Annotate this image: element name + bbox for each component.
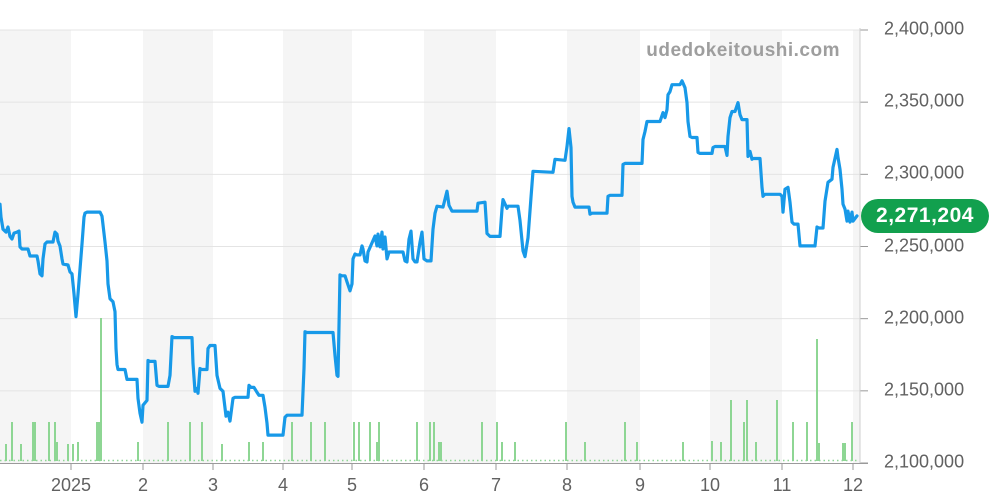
y-axis-label: 2,350,000	[884, 90, 965, 111]
x-axis-label: 9	[634, 475, 646, 495]
y-axis-label: 2,100,000	[884, 451, 965, 472]
x-axis-label: 11	[772, 475, 792, 495]
watermark: udedokeitoushi.com	[646, 40, 840, 61]
y-axis-label: 2,300,000	[884, 162, 965, 183]
y-axis-label: 2,400,000	[884, 18, 965, 39]
x-axis-label: 2	[137, 475, 149, 495]
current-price-badge: 2,271,204	[861, 198, 989, 233]
y-axis-label: 2,150,000	[884, 379, 965, 400]
volume-bars	[0, 318, 857, 462]
y-axis-ticks	[860, 29, 868, 464]
y-axis-label: 2,200,000	[884, 307, 965, 328]
current-price-value: 2,271,204	[876, 203, 974, 227]
y-axis-label: 2,250,000	[884, 235, 965, 256]
x-axis-label: 2025	[50, 475, 92, 495]
x-axis-label: 7	[490, 475, 502, 495]
x-axis-label: 6	[418, 475, 430, 495]
x-axis-label: 8	[561, 475, 573, 495]
x-axis-label: 10	[699, 475, 721, 495]
x-axis-label: 3	[207, 475, 219, 495]
x-axis-label: 12	[842, 475, 864, 495]
gridlines	[0, 29, 860, 392]
x-axis-ticks	[70, 463, 854, 470]
axes	[0, 28, 868, 464]
price-line	[0, 79, 859, 437]
x-axis-label: 5	[346, 475, 358, 495]
x-axis-label: 4	[277, 475, 289, 495]
